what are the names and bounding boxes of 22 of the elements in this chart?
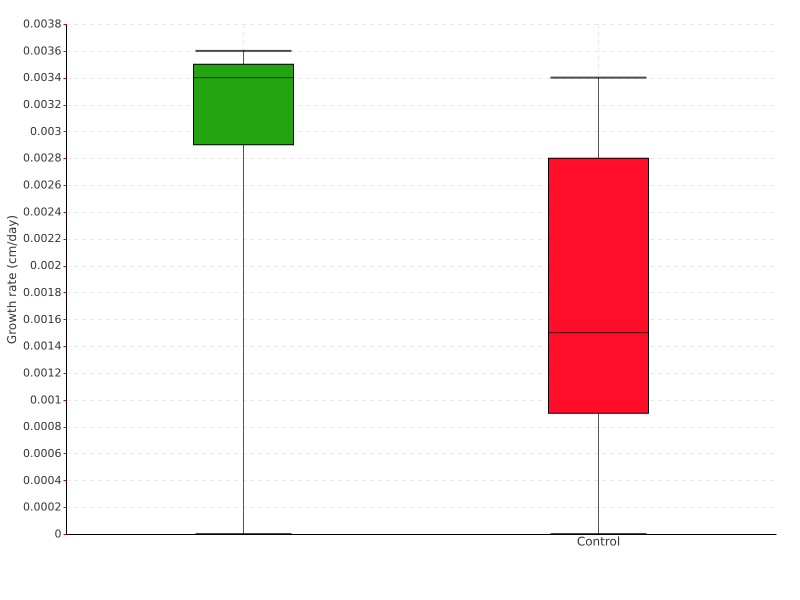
y-tick-label: 0.0022 — [23, 232, 62, 246]
y-tick-label: 0.0016 — [23, 312, 62, 326]
y-axis-title: Growth rate (cm/day) — [5, 214, 20, 344]
y-tick-label: 0.0002 — [23, 500, 62, 514]
y-tick-label: 0.0038 — [23, 18, 62, 30]
y-tick-label: 0.0034 — [23, 71, 62, 84]
y-tick-label: 0.0008 — [23, 420, 62, 434]
y-tick-label: 0.002 — [30, 259, 62, 272]
x-tick-label: Control — [576, 534, 620, 548]
y-tick-label: 0.0024 — [23, 205, 62, 218]
y-tick-label: 0.0014 — [23, 340, 62, 353]
y-tick-label: 0.0006 — [23, 446, 62, 460]
y-tick-label: 0.001 — [30, 393, 62, 406]
y-tick-label: 0.0028 — [23, 152, 62, 165]
y-tick-label: 0 — [54, 528, 62, 540]
y-tick-label: 0.0004 — [23, 474, 62, 487]
y-tick-label: 0.0036 — [23, 44, 62, 58]
y-tick-label: 0.0032 — [23, 98, 62, 112]
y-tick-label: 0.0012 — [23, 366, 62, 380]
y-tick-label: 0.003 — [30, 124, 62, 138]
y-tick-label: 0.0026 — [23, 178, 62, 192]
y-tick-label: 0.0018 — [23, 286, 62, 299]
